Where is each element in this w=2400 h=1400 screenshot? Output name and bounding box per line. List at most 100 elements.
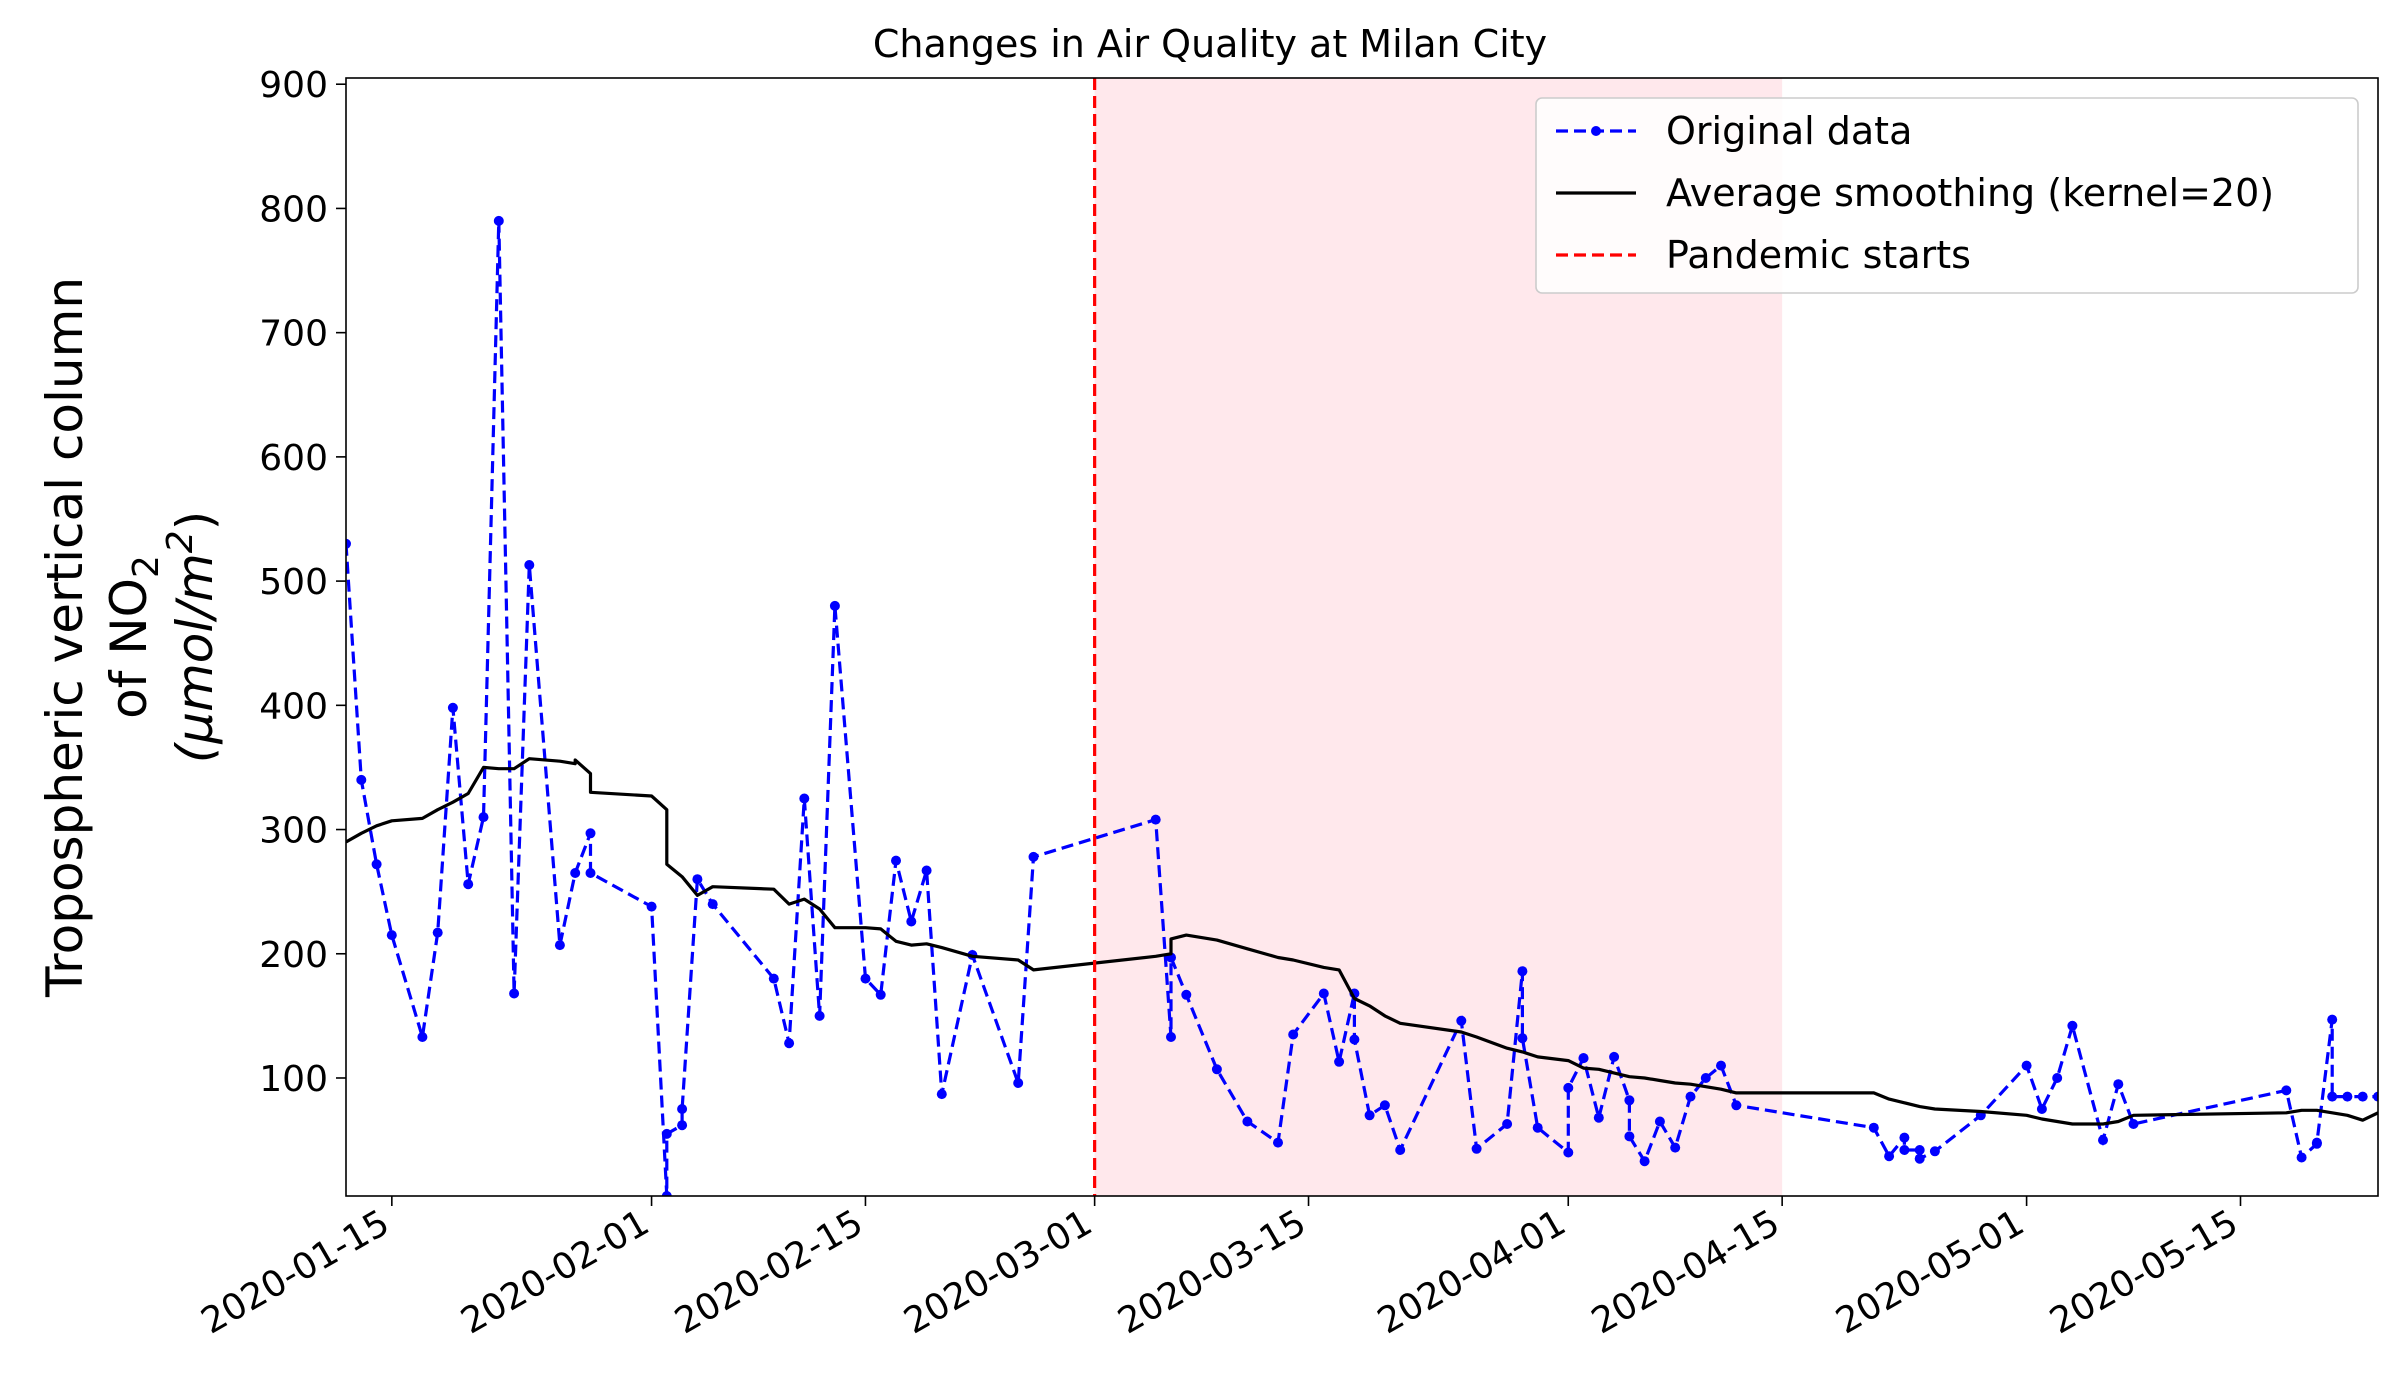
y-tick-label: 500 [259,562,328,603]
original-data-point [1456,1015,1467,1026]
plot-frame [345,77,2379,1197]
y-tick-label: 600 [259,438,328,479]
original-data-point [1563,1082,1574,1093]
original-data-point [2113,1079,2124,1090]
x-tick-label: 2020-04-15 [1585,1202,1787,1342]
x-tick-label: 2020-05-01 [1829,1202,2031,1342]
original-data-point [814,1010,825,1021]
original-data-point [2357,1091,2368,1102]
original-data-point [799,793,810,804]
original-data-point [554,940,565,951]
original-data-point [570,868,581,878]
original-data-point [1914,1145,1925,1155]
original-data-point [463,879,474,890]
y-axis-label: Tropospheric vertical column of NO2 (μmo… [36,277,224,998]
original-data-point [1532,1122,1543,1133]
original-data-point [1593,1112,1604,1123]
original-data-point [1273,1137,1283,1148]
original-data-point [1318,988,1329,999]
original-data-point [1868,1122,1879,1133]
y-tick-label: 700 [259,314,328,355]
original-data-point [1517,966,1528,977]
y-axis-label-line2: of NO2 [100,555,167,719]
x-tick-label: 2020-01-15 [195,1202,397,1342]
y-tick-label: 800 [259,189,328,230]
original-data-point [1685,1091,1696,1102]
original-data-point [478,812,489,823]
original-data-point [677,1104,688,1114]
original-data-point [1379,1100,1390,1111]
original-data-point [371,859,382,870]
original-data-point [2036,1104,2047,1114]
original-data-point [447,702,458,713]
original-data-point [1349,1034,1360,1045]
legend-box [1535,97,2359,294]
original-data-point [1899,1145,1910,1155]
original-data-point [1578,1053,1589,1064]
original-data-point [1181,989,1192,1000]
original-data-point [1639,1156,1650,1167]
legend-label-smoothing: Average smoothing (kernel=20) [1666,171,2274,215]
original-data-point [1471,1143,1482,1154]
original-data-point [692,874,703,885]
original-data-point [417,1032,428,1042]
original-data-point [386,930,397,941]
original-data-point [2296,1152,2307,1163]
original-data-point [1364,1110,1375,1121]
legend-label-original: Original data [1666,109,1912,153]
original-data-point [677,1120,688,1131]
smoothing-line [346,757,2378,1126]
original-data-point [921,865,932,876]
original-data-point [1013,1078,1024,1088]
original-data-point [936,1089,947,1100]
original-data-point [2067,1020,2078,1031]
original-data-point [493,215,504,226]
original-data-point [585,868,596,878]
original-data-point [891,855,901,866]
original-data-point [1150,814,1161,825]
y-tick-label: 200 [259,935,328,976]
original-data-point [1929,1146,1940,1157]
original-data-point [906,916,917,927]
original-data-point [1502,1119,1513,1129]
y-axis-label-line1: Tropospheric vertical column [36,277,94,998]
original-data-point [1288,1029,1299,1040]
original-data-point [1028,851,1039,862]
x-tick-label: 2020-03-01 [897,1202,1099,1342]
original-data-point [2281,1085,2292,1096]
original-data-point [2098,1135,2108,1146]
original-data-point [1242,1116,1253,1127]
original-data-point [2327,1014,2338,1025]
original-data-point [1884,1151,1895,1162]
original-data-point [509,988,520,999]
x-tick-label: 2020-04-01 [1371,1202,1573,1342]
original-data-point [1563,1147,1574,1158]
original-data-point [860,973,871,984]
y-tick-label: 900 [259,65,328,106]
original-data-point [875,989,886,1000]
y-tick-label: 100 [259,1059,328,1100]
original-data-point [2128,1119,2139,1129]
original-data-point [829,600,840,611]
x-tick-label: 2020-02-15 [668,1202,870,1342]
original-data-point [707,899,718,910]
original-data-point [1624,1095,1635,1106]
original-data-point [661,1128,672,1139]
y-axis-label-line3: (μmol/m2) [160,511,224,763]
original-data-line [346,220,2378,1196]
original-data-point [2373,1091,2378,1102]
original-data-point [1395,1145,1406,1155]
original-data-point [1700,1073,1711,1083]
original-data-point [1914,1153,1925,1164]
chart-title: Changes in Air Quality at Milan City [873,22,1547,66]
y-axis-label-line2-text: of NO [100,578,158,719]
original-data-point [768,973,779,984]
original-data-point [2021,1060,2032,1071]
y-axis-label-line2-sub: 2 [126,555,167,578]
original-data-point [2327,1091,2338,1102]
y-tick-label: 300 [259,811,328,852]
original-data-point [2311,1137,2322,1148]
x-tick-label: 2020-05-15 [2043,1202,2245,1342]
y-axis-label-line3-text: (μmol/m [166,553,224,763]
